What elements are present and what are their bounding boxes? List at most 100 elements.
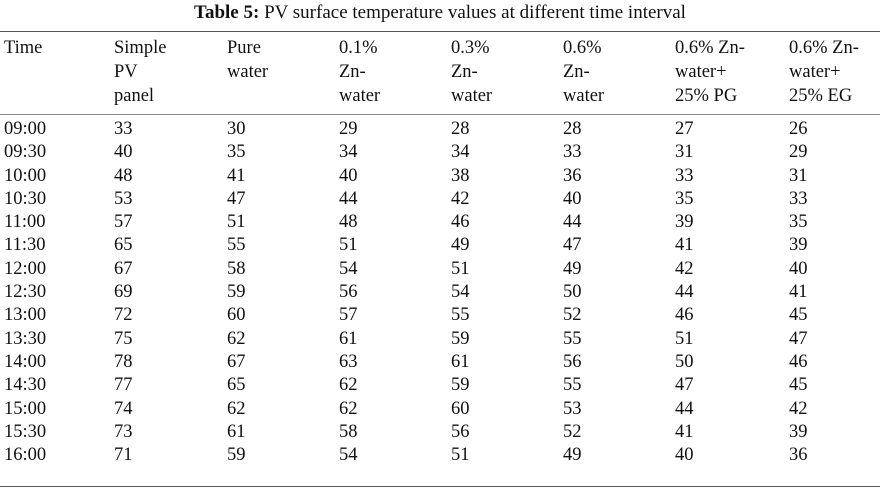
value-cell: 33 bbox=[789, 188, 808, 209]
time-cell: 11:30 bbox=[4, 235, 46, 256]
value-cell: 50 bbox=[563, 282, 582, 303]
table-row: 11:00 57 51 48 46 44 39 35 bbox=[0, 211, 880, 234]
table-row: 09:30 40 35 34 34 33 31 29 bbox=[0, 141, 880, 164]
time-cell: 13:00 bbox=[4, 305, 47, 326]
caption-text: PV surface temperature values at differe… bbox=[264, 2, 686, 23]
value-cell: 51 bbox=[675, 328, 694, 349]
value-cell: 44 bbox=[675, 398, 694, 419]
value-cell: 52 bbox=[563, 421, 582, 442]
value-cell: 73 bbox=[114, 421, 133, 442]
value-cell: 62 bbox=[339, 398, 358, 419]
value-cell: 44 bbox=[563, 212, 582, 233]
value-cell: 44 bbox=[339, 188, 358, 209]
value-cell: 47 bbox=[789, 328, 808, 349]
time-cell: 09:00 bbox=[4, 119, 47, 139]
time-cell: 11:00 bbox=[4, 212, 46, 233]
value-cell: 51 bbox=[227, 212, 246, 233]
value-cell: 51 bbox=[451, 258, 470, 279]
value-cell: 41 bbox=[789, 282, 808, 303]
header-rule bbox=[0, 114, 880, 115]
value-cell: 57 bbox=[114, 212, 133, 233]
caption-label: Table 5: bbox=[194, 2, 260, 23]
value-cell: 28 bbox=[451, 119, 470, 139]
value-cell: 34 bbox=[451, 142, 470, 163]
value-cell: 47 bbox=[227, 188, 246, 209]
value-cell: 38 bbox=[451, 165, 470, 186]
value-cell: 53 bbox=[114, 188, 133, 209]
value-cell: 61 bbox=[451, 351, 470, 372]
value-cell: 29 bbox=[789, 142, 808, 163]
value-cell: 62 bbox=[227, 398, 246, 419]
value-cell: 42 bbox=[789, 398, 808, 419]
header-cell: 0.3% Zn-water bbox=[451, 38, 493, 106]
value-cell: 42 bbox=[451, 188, 470, 209]
value-cell: 78 bbox=[114, 351, 133, 372]
table-row: 10:30 53 47 44 42 40 35 33 bbox=[0, 188, 880, 211]
value-cell: 67 bbox=[114, 258, 133, 279]
value-cell: 52 bbox=[563, 305, 582, 326]
value-cell: 44 bbox=[675, 282, 694, 303]
value-cell: 41 bbox=[675, 235, 694, 256]
value-cell: 55 bbox=[563, 328, 582, 349]
header-cell: 0.6% Zn-water+ 25% PG bbox=[675, 38, 745, 106]
value-cell: 60 bbox=[227, 305, 246, 326]
time-cell: 15:30 bbox=[4, 421, 47, 442]
value-cell: 56 bbox=[563, 351, 582, 372]
value-cell: 42 bbox=[675, 258, 694, 279]
value-cell: 34 bbox=[339, 142, 358, 163]
value-cell: 60 bbox=[451, 398, 470, 419]
value-cell: 29 bbox=[339, 119, 358, 139]
value-cell: 47 bbox=[675, 375, 694, 396]
value-cell: 59 bbox=[227, 445, 246, 466]
value-cell: 41 bbox=[675, 421, 694, 442]
value-cell: 50 bbox=[675, 351, 694, 372]
value-cell: 48 bbox=[114, 165, 133, 186]
table-row: 12:30 69 59 56 54 50 44 41 bbox=[0, 281, 880, 304]
value-cell: 46 bbox=[789, 351, 808, 372]
value-cell: 62 bbox=[227, 328, 246, 349]
value-cell: 55 bbox=[563, 375, 582, 396]
value-cell: 46 bbox=[451, 212, 470, 233]
value-cell: 40 bbox=[675, 445, 694, 466]
time-cell: 12:30 bbox=[4, 282, 47, 303]
table-row: 12:00 67 58 54 51 49 42 40 bbox=[0, 258, 880, 281]
value-cell: 53 bbox=[563, 398, 582, 419]
table-row: 14:00 78 67 63 61 56 50 46 bbox=[0, 351, 880, 374]
time-cell: 15:00 bbox=[4, 398, 47, 419]
value-cell: 71 bbox=[114, 445, 133, 466]
table-row: 11:30 65 55 51 49 47 41 39 bbox=[0, 234, 880, 257]
value-cell: 39 bbox=[675, 212, 694, 233]
value-cell: 28 bbox=[563, 119, 582, 139]
value-cell: 27 bbox=[675, 119, 694, 139]
time-cell: 14:30 bbox=[4, 375, 47, 396]
value-cell: 45 bbox=[789, 305, 808, 326]
value-cell: 74 bbox=[114, 398, 133, 419]
table-caption: Table 5: PV surface temperature values a… bbox=[0, 2, 880, 24]
value-cell: 33 bbox=[675, 165, 694, 186]
value-cell: 26 bbox=[789, 119, 808, 139]
value-cell: 65 bbox=[114, 235, 133, 256]
time-cell: 16:00 bbox=[4, 445, 47, 466]
header-cell: 0.6% Zn-water+ 25% EG bbox=[789, 38, 859, 106]
table-row: 13:30 75 62 61 59 55 51 47 bbox=[0, 328, 880, 351]
value-cell: 47 bbox=[563, 235, 582, 256]
value-cell: 54 bbox=[339, 258, 358, 279]
value-cell: 49 bbox=[451, 235, 470, 256]
value-cell: 30 bbox=[227, 119, 246, 139]
value-cell: 61 bbox=[339, 328, 358, 349]
table-row: 16:00 71 59 54 51 49 40 36 bbox=[0, 444, 880, 467]
value-cell: 51 bbox=[451, 445, 470, 466]
value-cell: 40 bbox=[114, 142, 133, 163]
value-cell: 51 bbox=[339, 235, 358, 256]
value-cell: 31 bbox=[675, 142, 694, 163]
value-cell: 35 bbox=[675, 188, 694, 209]
value-cell: 40 bbox=[339, 165, 358, 186]
value-cell: 46 bbox=[675, 305, 694, 326]
value-cell: 55 bbox=[227, 235, 246, 256]
value-cell: 40 bbox=[789, 258, 808, 279]
value-cell: 62 bbox=[339, 375, 358, 396]
table-row: 10:00 48 41 40 38 36 33 31 bbox=[0, 165, 880, 188]
value-cell: 33 bbox=[563, 142, 582, 163]
value-cell: 59 bbox=[227, 282, 246, 303]
value-cell: 56 bbox=[451, 421, 470, 442]
